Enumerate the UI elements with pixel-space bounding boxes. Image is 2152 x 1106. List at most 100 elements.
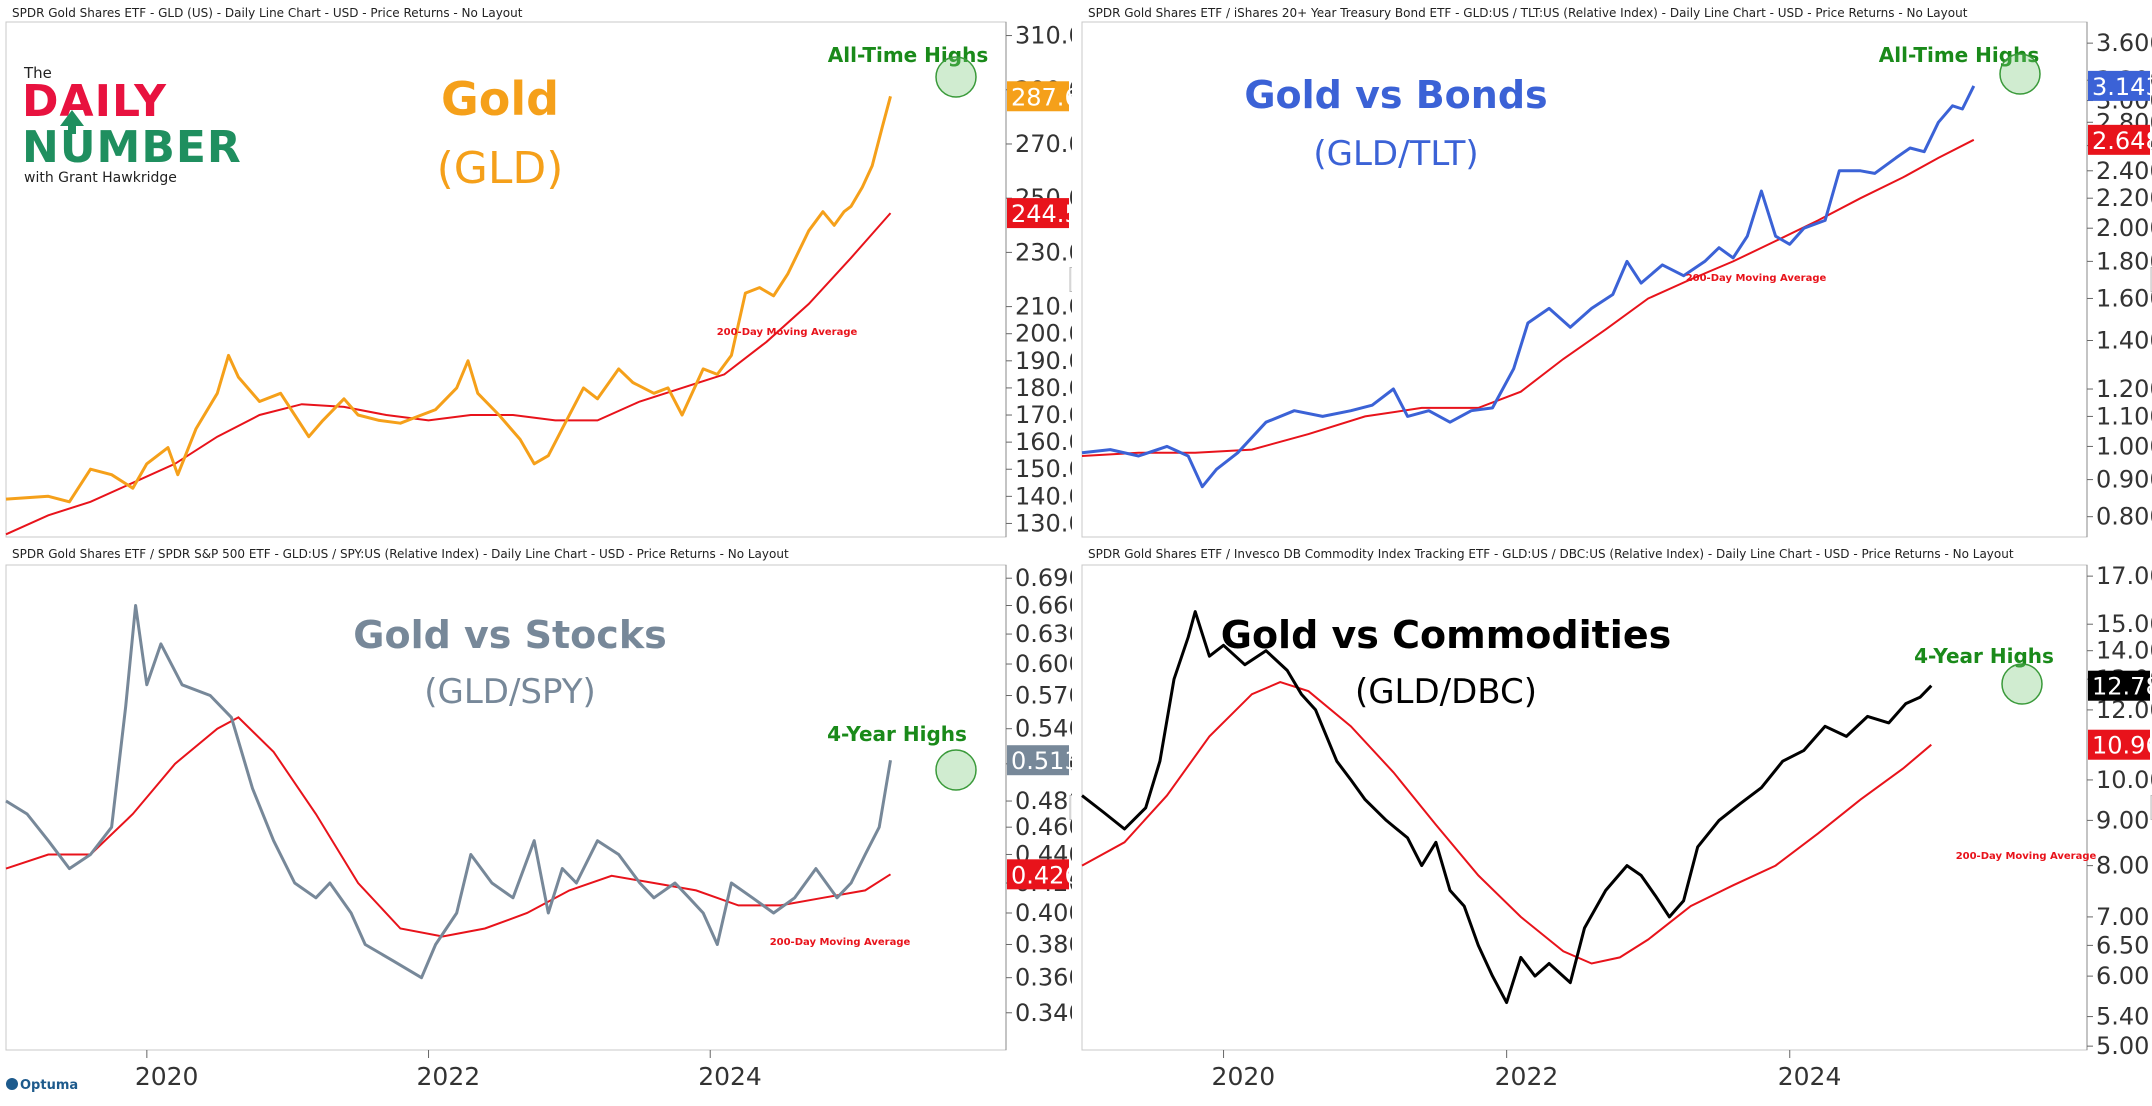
logo-number: NUMBER bbox=[22, 122, 242, 173]
chart-title: Gold vs Stocks bbox=[353, 613, 666, 657]
y-tick-label: 0.900 bbox=[2096, 466, 2152, 494]
logo-the: The bbox=[23, 64, 52, 82]
y-tick-label: 0.660 bbox=[1015, 591, 1072, 619]
y-tick-label: 2.200 bbox=[2096, 184, 2152, 212]
chart-caption: SPDR Gold Shares ETF - GLD (US) - Daily … bbox=[12, 6, 523, 20]
y-tick-label: 160.0 bbox=[1015, 428, 1072, 456]
y-tick-label: 0.480 bbox=[1015, 787, 1072, 815]
ma-value-badge-text: 2.648 bbox=[2092, 127, 2152, 155]
y-tick-label: 0.340 bbox=[1015, 999, 1072, 1027]
y-tick-label: 0.600 bbox=[1015, 650, 1072, 678]
ma-value-badge: 10.96 bbox=[2088, 729, 2152, 760]
optuma-logo-icon bbox=[6, 1078, 18, 1090]
y-tick-label: 1.800 bbox=[2096, 247, 2152, 275]
y-tick-label: 17.00 bbox=[2096, 562, 2152, 590]
y-tick-label: 180.0 bbox=[1015, 374, 1072, 402]
highlight-circle bbox=[935, 56, 977, 98]
y-tick-label: 1.100 bbox=[2096, 402, 2152, 430]
last-value-badge: 0.513 bbox=[1007, 745, 1080, 776]
last-value-badge: 3.143 bbox=[2088, 70, 2152, 101]
y-tick-label: 2.400 bbox=[2096, 157, 2152, 185]
gold-vs-commodities-chart: 5.005.406.006.507.008.009.0010.0012.0013… bbox=[1081, 562, 2152, 1091]
chart-title: Gold vs Commodities bbox=[1221, 613, 1671, 657]
ma-value-badge: 244.5 bbox=[1007, 198, 1080, 229]
gold-vs-commodities-panel: SPDR Gold Shares ETF / Invesco DB Commod… bbox=[1076, 545, 2152, 1101]
last-value-badge: 287.6 bbox=[1007, 81, 1080, 112]
moving-average-label: 200-Day Moving Average bbox=[1686, 273, 1827, 284]
y-tick-label: 0.570 bbox=[1015, 682, 1072, 710]
plot-area bbox=[1081, 21, 2088, 538]
price-line bbox=[1081, 85, 1976, 489]
last-value-badge-text: 3.143 bbox=[2092, 73, 2152, 101]
x-tick-label: 2020 bbox=[1212, 1062, 1276, 1091]
gold-vs-bonds-panel: SPDR Gold Shares ETF / iShares 20+ Year … bbox=[1076, 0, 2152, 545]
moving-average-line bbox=[5, 212, 892, 536]
y-tick-label: 8.00 bbox=[2096, 852, 2149, 880]
y-tick-label: 0.400 bbox=[1015, 899, 1072, 927]
y-tick-label: 6.50 bbox=[2096, 931, 2149, 959]
chart-caption: SPDR Gold Shares ETF / SPDR S&P 500 ETF … bbox=[12, 547, 789, 561]
y-tick-label: 190.0 bbox=[1015, 347, 1072, 375]
annotation-label: 4-Year Highs bbox=[827, 722, 967, 746]
last-value-badge-text: 287.6 bbox=[1011, 83, 1072, 111]
y-tick-label: 5.00 bbox=[2096, 1032, 2149, 1060]
y-tick-label: 0.380 bbox=[1015, 930, 1072, 958]
last-value-badge: 12.78 bbox=[2088, 670, 2152, 701]
last-value-badge-text: 0.513 bbox=[1011, 747, 1072, 775]
logo-byline: with Grant Hawkridge bbox=[24, 170, 177, 186]
y-tick-label: 10.00 bbox=[2096, 766, 2152, 794]
price-line bbox=[5, 604, 892, 980]
annotation-label: All-Time Highs bbox=[828, 43, 988, 67]
moving-average-label: 200-Day Moving Average bbox=[717, 327, 858, 338]
logo-daily: DAILY bbox=[22, 76, 167, 127]
y-tick-label: 1.400 bbox=[2096, 326, 2152, 354]
moving-average-label: 200-Day Moving Average bbox=[770, 937, 911, 948]
y-tick-label: 270.0 bbox=[1015, 130, 1072, 158]
moving-average-label: 200-Day Moving Average bbox=[1956, 851, 2097, 862]
gold-chart: 130.0140.0150.0160.0170.0180.0190.0200.0… bbox=[5, 21, 1085, 538]
gold-vs-stocks-chart: 0.3400.3600.3800.4000.4200.4400.4600.480… bbox=[5, 564, 1085, 1091]
plot-area bbox=[5, 564, 1007, 1051]
x-tick-label: 2022 bbox=[417, 1062, 481, 1091]
y-tick-label: 1.000 bbox=[2096, 432, 2152, 460]
panel-collapse-handle[interactable] bbox=[1069, 267, 1085, 292]
y-tick-label: 130.0 bbox=[1015, 509, 1072, 537]
panel-collapse-handle[interactable] bbox=[1069, 795, 1085, 820]
plot-area bbox=[1081, 564, 2088, 1051]
y-tick-label: 1.600 bbox=[2096, 284, 2152, 312]
ma-value-badge: 2.648 bbox=[2088, 124, 2152, 155]
highlight-circle bbox=[2001, 663, 2043, 705]
y-tick-label: 150.0 bbox=[1015, 455, 1072, 483]
annotation-label: 4-Year Highs bbox=[1914, 644, 2054, 668]
optuma-brand: Optuma bbox=[6, 1078, 78, 1093]
y-tick-label: 9.00 bbox=[2096, 806, 2149, 834]
chart-subtitle: (GLD/TLT) bbox=[1313, 134, 1478, 174]
y-tick-label: 3.600 bbox=[2096, 29, 2152, 57]
moving-average-line bbox=[1081, 138, 1975, 457]
y-tick-label: 0.540 bbox=[1015, 715, 1072, 743]
gold-chart-panel: SPDR Gold Shares ETF - GLD (US) - Daily … bbox=[0, 0, 1085, 545]
y-tick-label: 5.40 bbox=[2096, 1003, 2149, 1031]
y-tick-label: 0.630 bbox=[1015, 620, 1072, 648]
ma-value-badge-text: 244.5 bbox=[1011, 200, 1072, 228]
y-tick-label: 170.0 bbox=[1015, 401, 1072, 429]
logo-arrow-icon bbox=[60, 110, 84, 134]
ma-value-badge-text: 0.426 bbox=[1011, 861, 1072, 889]
chart-title: Gold vs Bonds bbox=[1244, 73, 1547, 117]
chart-subtitle: (GLD/DBC) bbox=[1355, 672, 1537, 712]
y-tick-label: 230.0 bbox=[1015, 238, 1072, 266]
y-tick-label: 7.00 bbox=[2096, 903, 2149, 931]
y-tick-label: 1.200 bbox=[2096, 375, 2152, 403]
y-tick-label: 200.0 bbox=[1015, 320, 1072, 348]
highlight-circle bbox=[1999, 53, 2041, 95]
price-line bbox=[1081, 610, 1933, 1005]
gold-vs-stocks-panel: SPDR Gold Shares ETF / SPDR S&P 500 ETF … bbox=[0, 545, 1085, 1101]
y-tick-label: 6.00 bbox=[2096, 962, 2149, 990]
chart-title: Gold bbox=[441, 72, 559, 126]
x-tick-label: 2022 bbox=[1495, 1062, 1559, 1091]
y-tick-label: 0.690 bbox=[1015, 564, 1072, 592]
y-tick-label: 310.0 bbox=[1015, 22, 1072, 50]
y-tick-label: 0.360 bbox=[1015, 964, 1072, 992]
y-tick-label: 210.0 bbox=[1015, 293, 1072, 321]
y-tick-label: 2.000 bbox=[2096, 214, 2152, 242]
